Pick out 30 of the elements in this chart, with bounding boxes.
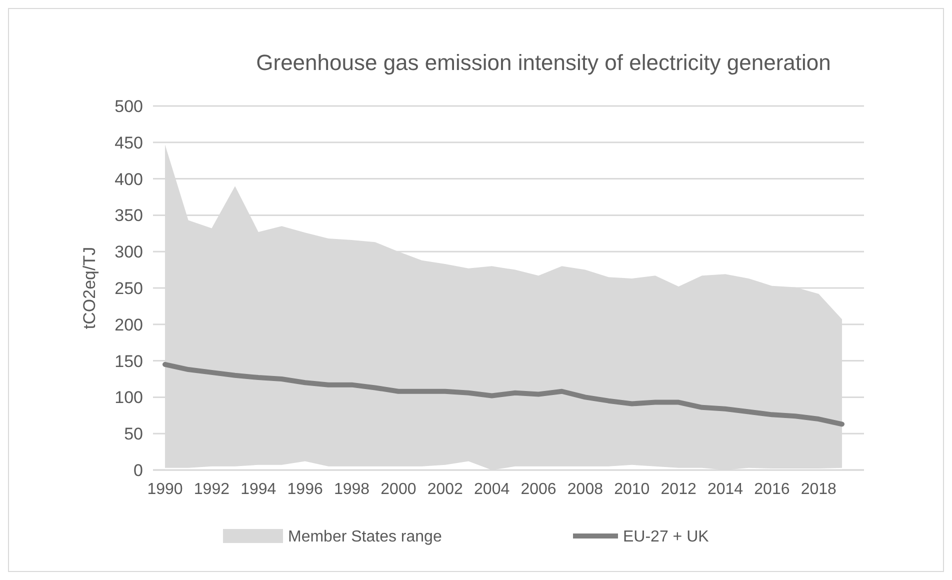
x-tick-label: 1996 [287, 481, 323, 498]
legend-label: Member States range [288, 528, 442, 546]
x-tick-label: 2002 [427, 481, 464, 498]
y-tick-label: 500 [114, 96, 143, 116]
y-tick-label: 200 [114, 315, 143, 334]
y-tick-label: 250 [114, 278, 143, 298]
legend-label: EU-27 + UK [623, 528, 710, 546]
x-tick-label: 2004 [474, 481, 510, 498]
x-tick-label: 2010 [614, 481, 650, 498]
x-tick-label: 1994 [240, 481, 276, 498]
y-tick-label: 450 [114, 133, 143, 152]
x-tick-label: 2000 [380, 481, 416, 498]
x-tick-label: 2006 [520, 481, 556, 498]
x-tick-label: 2008 [567, 481, 604, 498]
x-tick-label: 1998 [334, 481, 370, 498]
y-tick-label: 50 [124, 424, 143, 444]
chart-title: Greenhouse gas emission intensity of electricity generation [256, 50, 831, 75]
y-tick-label: 100 [114, 388, 143, 408]
y-tick-label: 300 [114, 242, 143, 262]
x-tick-label: 2012 [660, 481, 696, 498]
x-tick-label: 2018 [800, 481, 837, 498]
y-tick-label: 350 [114, 206, 143, 226]
y-axis-title: tCO2eq/TJ [80, 246, 99, 330]
x-tick-label: 1992 [194, 481, 230, 498]
x-tick-label: 2014 [707, 481, 744, 498]
x-tick-label: 1990 [147, 481, 183, 498]
x-tick-label: 2016 [754, 481, 790, 498]
y-tick-label: 0 [134, 460, 143, 480]
y-tick-label: 150 [114, 352, 143, 371]
y-tick-label: 400 [114, 170, 143, 189]
